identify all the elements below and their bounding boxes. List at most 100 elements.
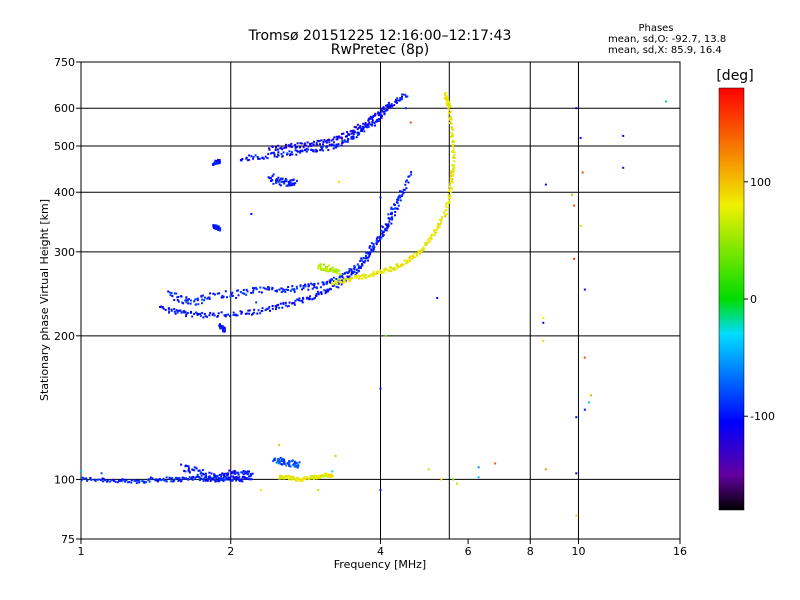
echo-point [184,470,187,473]
echo-point [301,301,304,304]
echo-point [240,312,243,315]
echo-point [202,477,205,480]
echo-point [312,149,315,152]
echo-point [382,107,385,110]
echo-point [324,267,327,270]
echo-point [291,460,293,463]
echo-point [290,142,293,145]
echo-point [445,104,448,107]
echo-point [323,138,326,141]
echo-point [477,466,480,469]
echo-point [360,257,363,260]
echo-point [374,124,376,127]
echo-point [278,459,281,462]
echo-point [282,477,285,480]
echo-point [199,314,202,317]
echo-point [575,107,578,110]
echo-point [352,129,355,132]
echo-point [281,463,284,466]
echo-point [329,474,332,477]
echo-point [229,479,232,482]
echo-point [444,205,447,208]
echo-point [451,181,454,184]
echo-point [209,477,212,480]
echo-point [445,203,448,206]
echo-point [345,135,348,138]
echo-point [295,285,298,288]
echo-point [201,294,204,297]
colorbar-tick-label: 100 [750,176,771,189]
echo-point [373,114,376,117]
echo-point [357,270,360,273]
echo-point [450,122,453,125]
echo-point [544,468,547,471]
echo-point [396,267,399,270]
echo-point [317,267,320,270]
echo-point [400,195,403,198]
echo-point [208,314,211,317]
echo-point [210,472,213,475]
echo-point [291,153,294,156]
echo-point [237,294,240,297]
echo-point [341,133,343,135]
echo-point [293,465,296,468]
echo-point [386,106,389,109]
echo-point [225,313,228,316]
echo-point [376,270,379,273]
echo-point [184,299,187,302]
echo-point [323,289,326,292]
echo-point [213,226,216,228]
echo-point [382,110,385,113]
echo-point [213,224,216,227]
echo-point [255,301,258,304]
echo-point [326,267,328,270]
echo-point [372,243,375,245]
echo-point [453,140,456,143]
echo-point [220,478,223,481]
echo-point [339,275,342,278]
echo-point [378,239,381,242]
echo-point [245,293,248,296]
echo-point [544,183,547,186]
echo-point [334,268,337,271]
echo-point [283,476,286,479]
echo-point [397,196,400,199]
echo-point [362,273,365,276]
echo-point [138,481,141,484]
echo-point [347,138,350,141]
echo-point [175,292,178,295]
echo-point [340,283,343,286]
echo-point [100,479,103,482]
echo-point [278,183,281,186]
echo-point [307,477,310,480]
echo-point [279,477,282,480]
echo-point [393,269,396,271]
echo-point [338,278,341,281]
echo-point [449,186,452,189]
echo-point [389,106,392,109]
echo-point [451,175,454,178]
echo-point [303,149,306,151]
echo-point [335,281,338,284]
echo-point [311,475,314,477]
echo-point [350,137,353,140]
echo-point [204,479,207,482]
echo-point [375,242,378,245]
echo-point [335,278,338,280]
echo-point [237,289,240,292]
echo-point [322,281,325,284]
echo-point [393,203,396,206]
echo-point [391,216,394,219]
echo-point [331,475,334,478]
echo-point [334,280,336,283]
echo-point [121,478,124,481]
echo-point [361,130,363,132]
echo-point [242,473,245,476]
echo-point [223,330,226,333]
echo-point [428,240,431,243]
x-tick-label: 4 [377,545,384,558]
echo-point [246,159,249,162]
echo-point [451,139,454,142]
echo-point [381,271,384,274]
echo-point [363,276,366,279]
